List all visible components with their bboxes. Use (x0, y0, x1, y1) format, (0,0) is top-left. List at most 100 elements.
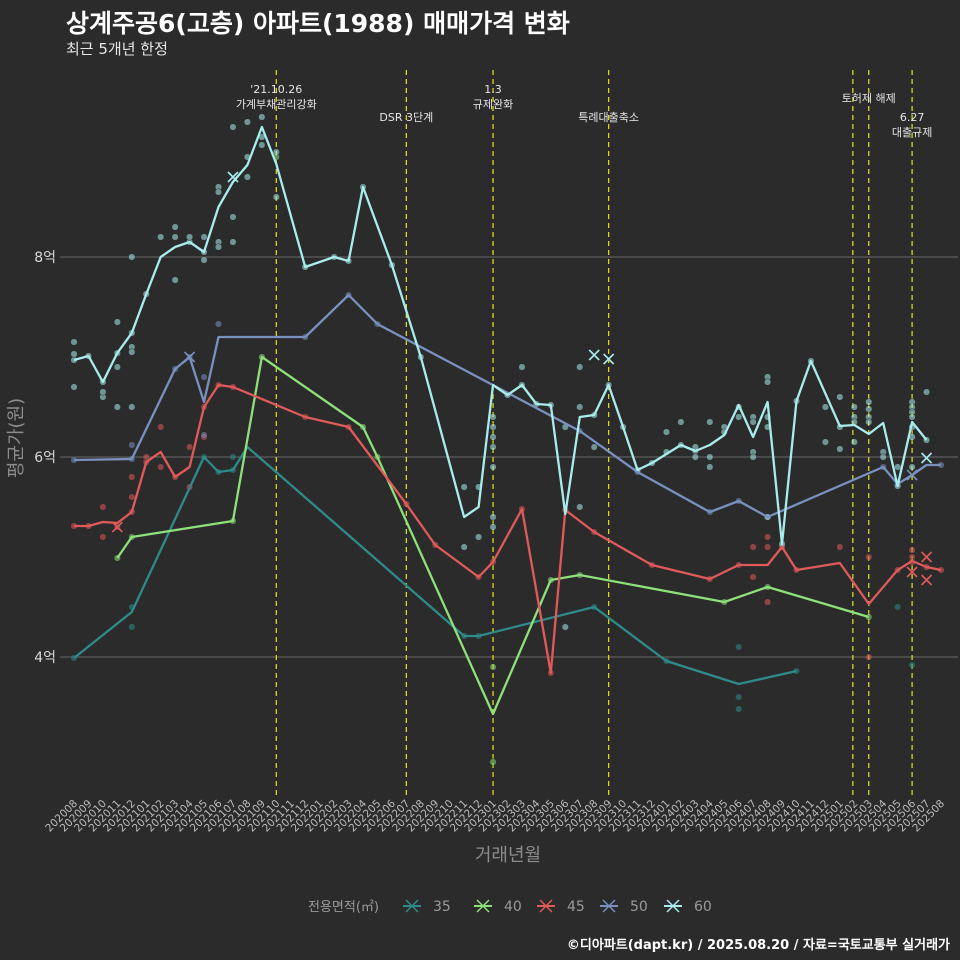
data-point (850, 403, 858, 411)
legend-title: 전용면적(㎡) (308, 900, 379, 915)
data-point (186, 233, 194, 241)
event-label: DSR 3단계 (379, 111, 433, 124)
legend-item-45: 45 (537, 899, 585, 915)
legend-label: 35 (433, 899, 451, 915)
event-label: 6.27 (900, 111, 925, 124)
data-point (186, 443, 194, 451)
legend-label: 50 (630, 899, 648, 915)
data-point (489, 523, 497, 531)
data-point (764, 378, 772, 386)
legend: 전용면적(㎡) 35 40 45 50 60 (308, 899, 712, 915)
data-point (749, 573, 757, 581)
cross-marker (920, 574, 933, 586)
data-point (735, 413, 743, 421)
y-tick-label: 4억 (34, 650, 56, 666)
x-tick-labels: 2020082020092020102020112020122021012021… (43, 797, 947, 834)
data-point (749, 543, 757, 551)
data-point (489, 663, 497, 671)
data-point (229, 453, 237, 461)
series-35-line (73, 445, 797, 686)
data-point (128, 473, 136, 481)
legend-item-50: 50 (600, 899, 648, 915)
data-point (764, 533, 772, 541)
data-point (200, 431, 208, 439)
data-point (489, 413, 497, 421)
data-point (171, 276, 179, 284)
data-point (662, 428, 670, 436)
data-point (70, 383, 78, 391)
data-point (735, 693, 743, 701)
data-point (489, 433, 497, 441)
data-point (113, 318, 121, 326)
data-point (894, 603, 902, 611)
cross-marker (588, 349, 600, 361)
event-label: 규제완화 (473, 98, 513, 111)
data-point (229, 213, 237, 221)
data-point (171, 233, 179, 241)
data-point (243, 118, 251, 126)
data-point (879, 453, 887, 461)
data-point (489, 758, 497, 766)
cross-marker (906, 469, 918, 481)
data-point (113, 363, 121, 371)
event-label: 토허제 해제 (842, 91, 896, 105)
data-point (764, 598, 772, 606)
legend-label: 40 (504, 899, 522, 915)
data-point (128, 348, 136, 356)
series-40-line (116, 355, 870, 716)
data-point (113, 403, 121, 411)
data-point (821, 403, 829, 411)
data-point (489, 463, 497, 471)
data-point (128, 441, 136, 449)
y-tick-labels: 4억 6억 8억 (34, 250, 56, 666)
data-point (99, 533, 107, 541)
data-point (576, 503, 584, 511)
data-point (243, 173, 251, 181)
data-point (561, 623, 569, 631)
data-point (865, 418, 873, 426)
data-point (518, 363, 526, 371)
data-point (272, 148, 280, 156)
legend-item-60: 60 (664, 899, 712, 915)
data-point (200, 373, 208, 381)
y-tick-label: 6억 (34, 450, 56, 466)
data-point (460, 543, 468, 551)
data-point (214, 188, 222, 196)
series-layer (70, 113, 945, 766)
data-point (70, 338, 78, 346)
data-point (460, 483, 468, 491)
data-point (214, 243, 222, 251)
data-point (590, 443, 598, 451)
chart-title: 상계주공6(고층) 아파트(1988) 매매가격 변화 (66, 9, 570, 38)
x-axis-title: 거래년월 (475, 845, 541, 866)
data-point (865, 553, 873, 561)
legend-label: 45 (567, 899, 585, 915)
data-point (836, 543, 844, 551)
cross-marker (184, 351, 196, 363)
y-gridlines (60, 256, 958, 658)
data-point (850, 438, 858, 446)
data-point (865, 653, 873, 661)
series-60-points (70, 113, 931, 631)
data-point (171, 223, 179, 231)
cross-marker (111, 521, 123, 533)
data-point (128, 623, 136, 631)
data-point (908, 413, 916, 421)
data-point (865, 405, 873, 413)
chart-subtitle: 최근 5개년 한정 (66, 40, 168, 58)
cross-marker (920, 452, 933, 464)
event-lines (275, 70, 913, 795)
series-45-line (74, 383, 942, 675)
series-60-line (73, 125, 928, 546)
data-point (489, 513, 497, 521)
data-point (200, 256, 208, 264)
cross-marker (906, 566, 918, 578)
cross-marker (920, 551, 933, 563)
data-point (128, 493, 136, 501)
data-point (865, 398, 873, 406)
data-point (576, 403, 584, 411)
data-point (489, 423, 497, 431)
data-point (706, 463, 714, 471)
